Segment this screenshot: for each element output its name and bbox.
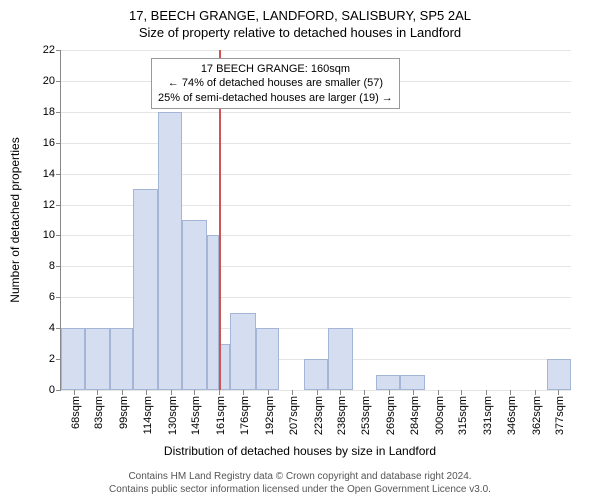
ytick-label: 22 [43,44,61,56]
xtick-mark [413,390,414,395]
histogram-bar [230,313,255,390]
xtick-mark [438,390,439,395]
chart-container: 17, BEECH GRANGE, LANDFORD, SALISBURY, S… [0,0,600,500]
gridline [61,112,571,113]
histogram-bar [207,235,220,390]
xtick-label: 176sqm [239,396,251,435]
xtick-label: 284sqm [409,396,421,435]
xtick-label: 300sqm [434,396,446,435]
xtick-mark [171,390,172,395]
xtick-mark [364,390,365,395]
xtick-label: 315sqm [457,396,469,435]
xtick-label: 130sqm [167,396,179,435]
xtick-label: 269sqm [385,396,397,435]
xtick-label: 207sqm [288,396,300,435]
xtick-mark [122,390,123,395]
y-axis-title: Number of detached properties [8,137,22,302]
xtick-label: 161sqm [215,396,227,435]
ytick-label: 14 [43,168,61,180]
ytick-label: 16 [43,137,61,149]
ytick-label: 18 [43,106,61,118]
xtick-mark [510,390,511,395]
ytick-label: 12 [43,199,61,211]
histogram-bar [133,189,158,390]
xtick-mark [268,390,269,395]
xtick-mark [194,390,195,395]
footer: Contains HM Land Registry data © Crown c… [0,470,600,496]
xtick-mark [535,390,536,395]
histogram-bar [85,328,110,390]
histogram-bar [256,328,280,390]
ytick-label: 20 [43,75,61,87]
xtick-label: 114sqm [142,396,154,434]
xtick-label: 377sqm [554,396,566,435]
xtick-mark [461,390,462,395]
histogram-bar [328,328,353,390]
gridline [61,143,571,144]
ytick-label: 4 [49,322,61,334]
xtick-mark [146,390,147,395]
histogram-bar [400,375,425,390]
xtick-label: 362sqm [531,396,543,435]
xtick-mark [389,390,390,395]
xtick-label: 99sqm [118,396,130,429]
xtick-mark [97,390,98,395]
histogram-bar [182,220,207,390]
info-line-1: 17 BEECH GRANGE: 160sqm [158,62,393,76]
chart-title-sub: Size of property relative to detached ho… [0,23,600,40]
ytick-label: 2 [49,353,61,365]
histogram-bar [547,359,571,390]
gridline [61,50,571,51]
ytick-label: 8 [49,260,61,272]
xtick-mark [340,390,341,395]
xtick-label: 68sqm [70,396,82,429]
footer-line-2: Contains public sector information licen… [0,483,600,496]
info-line-2: ← 74% of detached houses are smaller (57… [158,76,393,90]
xtick-label: 331sqm [482,396,494,435]
xtick-mark [486,390,487,395]
xtick-label: 192sqm [264,396,276,435]
xtick-label: 346sqm [506,396,518,435]
histogram-bar [376,375,400,390]
xtick-label: 223sqm [313,396,325,435]
ytick-label: 0 [49,384,61,396]
histogram-bar [304,359,328,390]
xtick-mark [74,390,75,395]
info-line-3: 25% of semi-detached houses are larger (… [158,91,393,105]
histogram-bar [158,112,182,390]
xtick-label: 83sqm [93,396,105,429]
footer-line-1: Contains HM Land Registry data © Crown c… [0,470,600,483]
xtick-label: 253sqm [360,396,372,435]
xtick-mark [317,390,318,395]
xtick-mark [292,390,293,395]
xtick-mark [558,390,559,395]
ytick-label: 6 [49,291,61,303]
info-box: 17 BEECH GRANGE: 160sqm ← 74% of detache… [151,58,400,109]
xtick-mark [219,390,220,395]
xtick-label: 238sqm [336,396,348,435]
xtick-mark [243,390,244,395]
histogram-bar [110,328,134,390]
gridline [61,174,571,175]
histogram-bar [61,328,85,390]
chart-title-main: 17, BEECH GRANGE, LANDFORD, SALISBURY, S… [0,0,600,23]
plot-area: 17 BEECH GRANGE: 160sqm ← 74% of detache… [60,50,571,391]
x-axis-title: Distribution of detached houses by size … [0,444,600,458]
ytick-label: 10 [43,229,61,241]
xtick-label: 145sqm [190,396,202,435]
